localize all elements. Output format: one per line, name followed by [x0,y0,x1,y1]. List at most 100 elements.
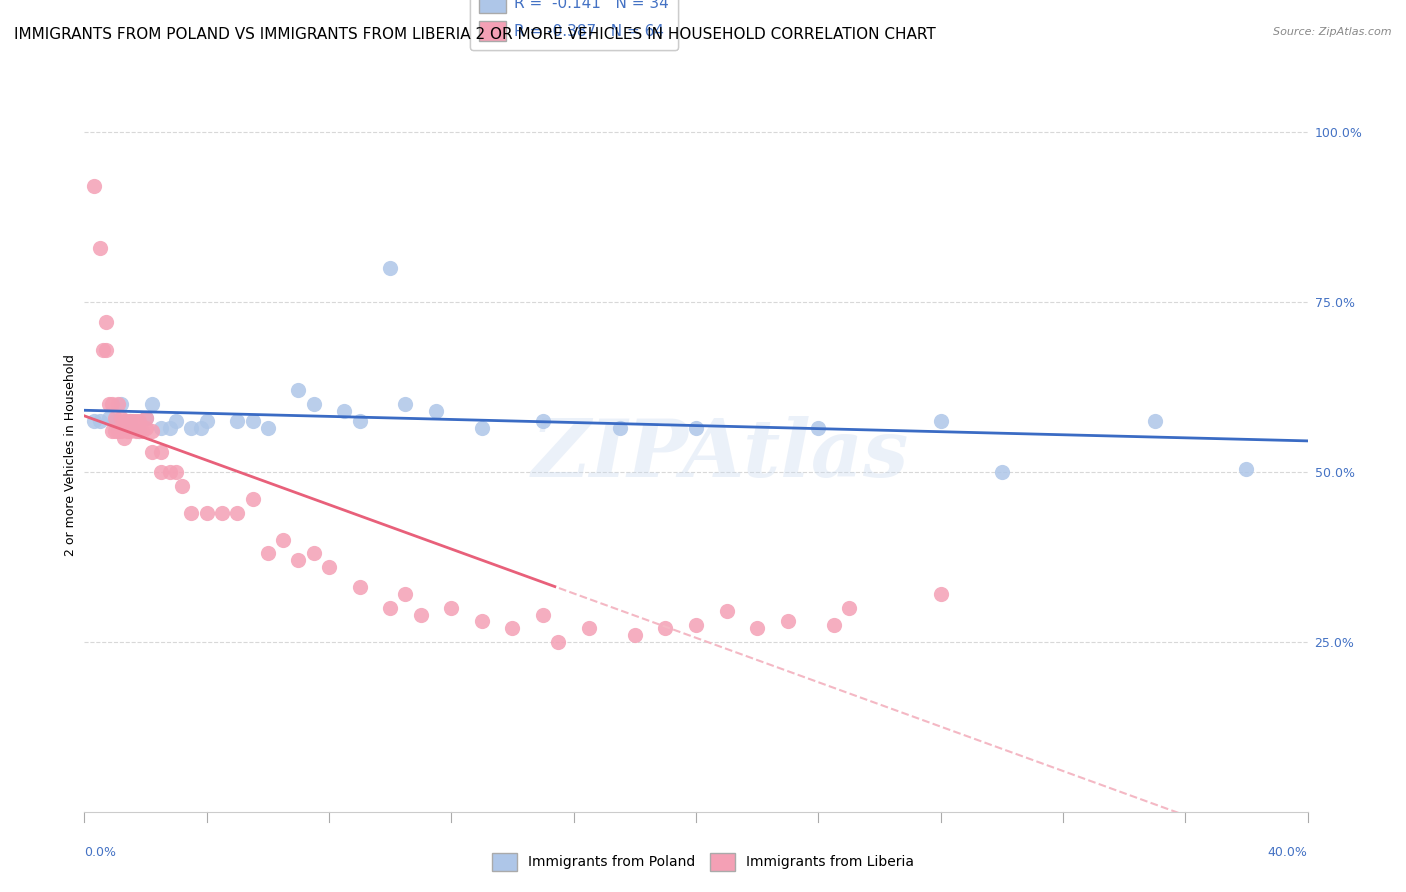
Point [257,421,280,435]
Legend: R =  -0.141   N = 34, R = -0.387   N = 64: R = -0.141 N = 34, R = -0.387 N = 64 [470,0,678,50]
Point [685,617,707,632]
Point [141,444,163,458]
Point [110,424,132,438]
Point [149,465,172,479]
Point [195,414,218,428]
Point [991,465,1014,479]
Point [242,414,264,428]
Point [502,621,524,635]
Point [112,431,135,445]
Point [128,414,150,428]
Point [94,315,117,329]
Point [807,421,830,435]
Point [180,421,202,435]
Point [94,343,117,357]
Point [1234,461,1257,475]
Point [440,600,463,615]
Point [104,414,127,428]
Y-axis label: 2 or more Vehicles in Household: 2 or more Vehicles in Household [65,354,77,556]
Point [409,607,432,622]
Point [349,581,371,595]
Text: Source: ZipAtlas.com: Source: ZipAtlas.com [1274,27,1392,37]
Point [716,604,738,618]
Point [104,424,127,438]
Point [89,241,111,255]
Point [471,421,494,435]
Point [609,421,631,435]
Point [547,635,569,649]
Point [394,587,416,601]
Point [115,414,138,428]
Point [776,615,799,629]
Point [141,397,163,411]
Text: ZIPAtlas: ZIPAtlas [531,417,910,493]
Point [110,397,132,411]
Point [165,414,187,428]
Point [128,424,150,438]
Point [380,260,402,275]
Point [159,465,181,479]
Point [302,546,325,560]
Point [531,414,554,428]
Point [128,424,150,438]
Point [190,421,212,435]
Point [394,397,416,411]
Point [112,414,135,428]
Point [141,424,163,438]
Point [349,414,371,428]
Point [97,397,120,411]
Point [929,587,952,601]
Point [107,397,129,411]
Point [83,414,105,428]
Point [578,621,600,635]
Point [89,414,111,428]
Point [211,506,233,520]
Point [425,403,447,417]
Point [165,465,187,479]
Point [654,621,676,635]
Point [287,384,309,398]
Point [83,179,105,194]
Point [287,553,309,567]
Point [97,410,120,425]
Point [747,621,769,635]
Point [107,424,129,438]
Text: IMMIGRANTS FROM POLAND VS IMMIGRANTS FROM LIBERIA 2 OR MORE VEHICLES IN HOUSEHOL: IMMIGRANTS FROM POLAND VS IMMIGRANTS FRO… [14,27,936,42]
Point [242,492,264,507]
Point [120,414,142,428]
Point [823,617,845,632]
Point [380,600,402,615]
Point [257,546,280,560]
Point [149,444,172,458]
Point [120,424,142,438]
Point [302,397,325,411]
Point [135,410,157,425]
Point [115,424,138,438]
Text: 0.0%: 0.0% [84,846,117,859]
Point [125,414,148,428]
Point [685,421,707,435]
Point [624,628,647,642]
Point [318,560,340,574]
Point [838,600,860,615]
Point [135,410,157,425]
Point [131,424,153,438]
Point [471,615,494,629]
Point [180,506,202,520]
Point [104,410,127,425]
Point [91,343,114,357]
Point [929,414,952,428]
Legend: Immigrants from Poland, Immigrants from Liberia: Immigrants from Poland, Immigrants from … [486,847,920,876]
Point [271,533,294,547]
Point [101,397,124,411]
Point [226,506,249,520]
Point [110,410,132,425]
Point [135,421,157,435]
Point [226,414,249,428]
Point [149,421,172,435]
Point [125,424,148,438]
Point [122,414,145,428]
Point [1143,414,1166,428]
Text: 40.0%: 40.0% [1268,846,1308,859]
Point [333,403,356,417]
